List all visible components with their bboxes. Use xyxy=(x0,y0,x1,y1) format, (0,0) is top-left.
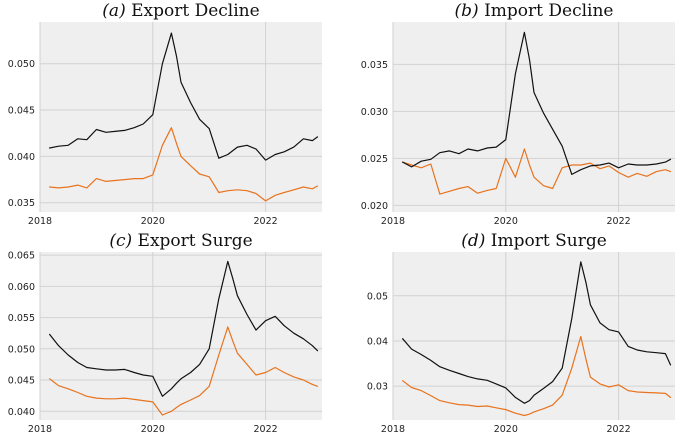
series-line-1 xyxy=(402,261,672,404)
y-tick-label: 0.045 xyxy=(8,106,35,117)
chart-panel-1: 0.020 0.025 0.030 0.035 2018 2020 2022 (b) Impo… xyxy=(361,1,675,227)
x-tick-label: 2020 xyxy=(494,216,518,227)
panel-title: (d) Import Surge xyxy=(461,231,607,251)
plot-background xyxy=(40,22,322,212)
y-tick-label: 0.05 xyxy=(367,291,388,302)
x-tick-label: 2022 xyxy=(254,216,278,227)
y-tick-label: 0.03 xyxy=(367,382,388,393)
y-tick-label: 0.060 xyxy=(8,282,35,293)
panel-title-label: (d) xyxy=(461,231,485,251)
plot-background xyxy=(393,22,675,212)
panel-title-text: Export Decline xyxy=(131,1,260,21)
y-tick-label: 0.035 xyxy=(361,60,388,71)
panel-title-text: Import Surge xyxy=(491,231,607,251)
x-tick-label: 2020 xyxy=(141,424,165,435)
plot-background xyxy=(40,252,322,420)
series-line-2 xyxy=(48,326,319,416)
series-line-2 xyxy=(402,148,672,195)
plot-background xyxy=(393,252,675,420)
chart-panel-0: 0.035 0.040 0.045 0.050 2018 2020 2022 (a) Expo… xyxy=(8,1,322,227)
chart-panel-2: 0.040 0.045 0.050 0.055 0.060 0.065 2018 2020 20… xyxy=(8,231,322,435)
y-tick-label: 0.050 xyxy=(8,59,35,70)
y-tick-label: 0.040 xyxy=(8,407,35,418)
y-tick-label: 0.025 xyxy=(361,154,388,165)
x-tick-label: 2022 xyxy=(607,216,631,227)
y-tick-label: 0.045 xyxy=(8,376,35,387)
panel-title-text: Import Decline xyxy=(484,1,613,21)
panel-title: (a) Export Decline xyxy=(102,1,259,21)
panels: 0.035 0.040 0.045 0.050 2018 2020 2022 (a) Expo… xyxy=(8,1,675,435)
y-tick-label: 0.04 xyxy=(367,336,388,347)
x-tick-label: 2022 xyxy=(254,424,278,435)
x-tick-label: 2018 xyxy=(381,216,405,227)
chart-panel-3: 0.03 0.04 0.05 2018 2020 2022 (d) Import Surge xyxy=(367,231,675,435)
panel-title-text: Export Surge xyxy=(138,231,253,251)
y-tick-label: 0.040 xyxy=(8,152,35,163)
series-line-1 xyxy=(48,260,319,397)
panel-title-label: (a) xyxy=(102,1,125,21)
x-tick-label: 2020 xyxy=(494,424,518,435)
series-line-1 xyxy=(48,32,319,161)
y-tick-label: 0.030 xyxy=(361,107,388,118)
series-line-2 xyxy=(402,335,672,417)
panel-title: (c) Export Surge xyxy=(109,231,252,251)
x-tick-label: 2018 xyxy=(381,424,405,435)
x-tick-label: 2022 xyxy=(607,424,631,435)
panel-title: (b) Import Decline xyxy=(455,1,614,21)
series-line-1 xyxy=(402,31,672,175)
y-tick-label: 0.065 xyxy=(8,251,35,262)
y-tick-label: 0.035 xyxy=(8,198,35,209)
y-tick-label: 0.020 xyxy=(361,201,388,212)
y-tick-label: 0.050 xyxy=(8,344,35,355)
series-line-2 xyxy=(48,127,319,202)
x-tick-label: 2018 xyxy=(28,424,52,435)
panel-title-label: (c) xyxy=(109,231,132,251)
x-tick-label: 2020 xyxy=(141,216,165,227)
panel-title-label: (b) xyxy=(455,1,479,21)
x-tick-label: 2018 xyxy=(28,216,52,227)
y-tick-label: 0.055 xyxy=(8,313,35,324)
